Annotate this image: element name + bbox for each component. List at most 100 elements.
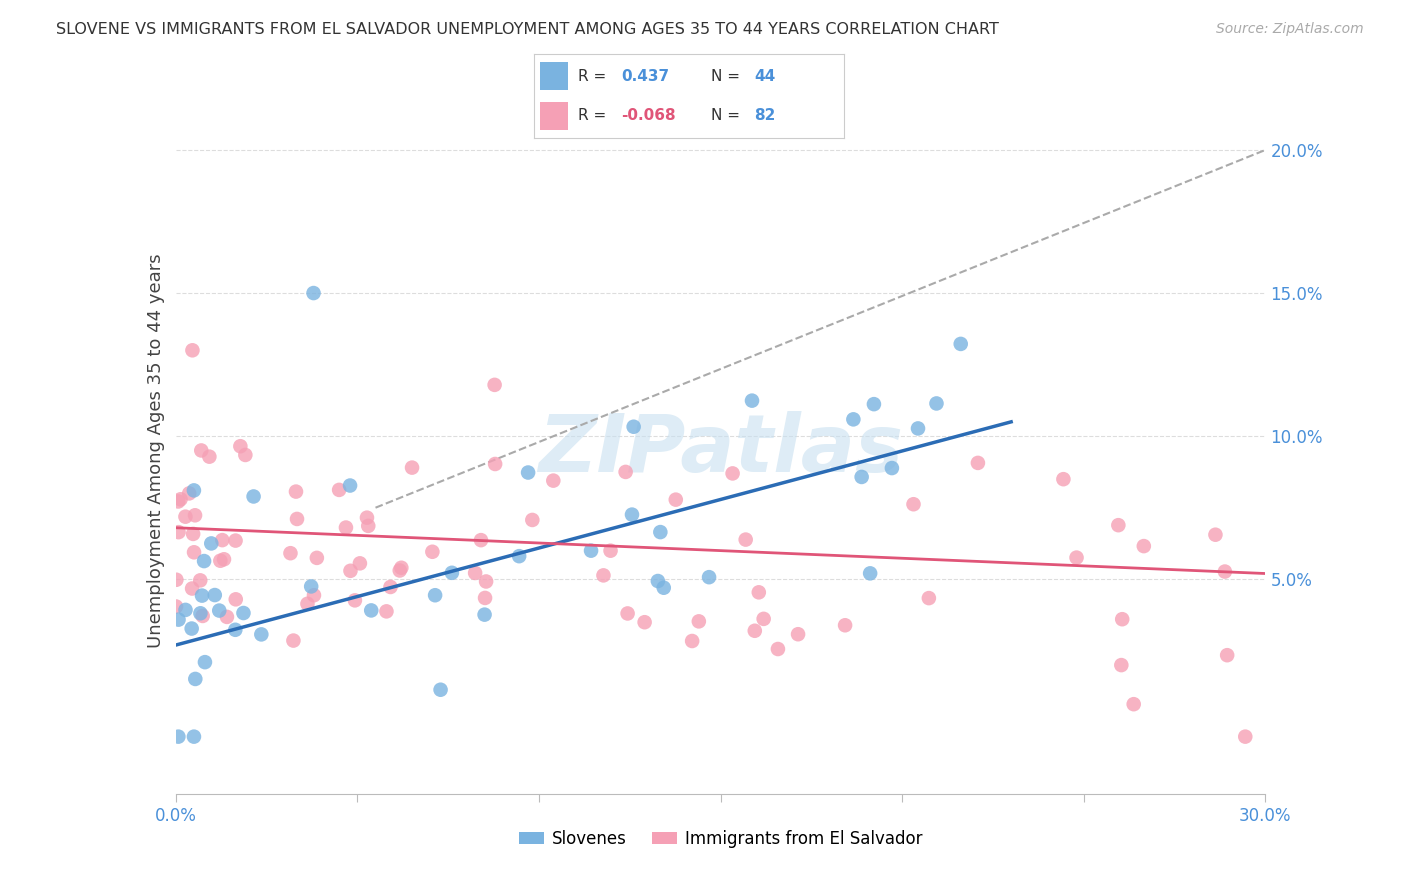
- Point: [229, 439, 252, 453]
- Point: [283, 633, 305, 648]
- Text: 44: 44: [754, 69, 775, 84]
- Point: [339, 564, 361, 578]
- Point: [380, 580, 402, 594]
- Point: [302, 286, 325, 301]
- FancyBboxPatch shape: [540, 62, 568, 90]
- Point: [464, 566, 486, 580]
- Point: [652, 581, 675, 595]
- Point: [623, 419, 645, 434]
- Point: [204, 588, 226, 602]
- Point: [1204, 527, 1226, 541]
- Point: [198, 450, 221, 464]
- Point: [174, 509, 197, 524]
- Point: [212, 552, 235, 566]
- Point: [181, 582, 204, 596]
- Point: [787, 627, 810, 641]
- Point: [1111, 658, 1133, 673]
- Point: [1052, 472, 1074, 486]
- Point: [285, 512, 308, 526]
- Point: [863, 397, 886, 411]
- Point: [339, 478, 361, 492]
- Point: [335, 520, 357, 534]
- Point: [1133, 539, 1156, 553]
- Point: [208, 603, 231, 617]
- Point: [907, 421, 929, 435]
- Point: [302, 588, 325, 602]
- Point: [349, 557, 371, 571]
- Point: [633, 615, 655, 630]
- Point: [650, 525, 672, 540]
- Text: Source: ZipAtlas.com: Source: ZipAtlas.com: [1216, 22, 1364, 37]
- Point: [925, 396, 948, 410]
- Point: [193, 554, 215, 568]
- Point: [225, 533, 247, 548]
- Point: [167, 494, 190, 508]
- Point: [903, 497, 925, 511]
- Text: ZIPatlas: ZIPatlas: [538, 411, 903, 490]
- Point: [484, 377, 506, 392]
- Point: [1213, 565, 1236, 579]
- Point: [752, 612, 775, 626]
- Point: [697, 570, 720, 584]
- Point: [1234, 730, 1257, 744]
- Point: [190, 607, 212, 621]
- Point: [423, 588, 446, 602]
- Point: [184, 508, 207, 523]
- Point: [880, 461, 903, 475]
- Point: [748, 585, 770, 599]
- Point: [1066, 550, 1088, 565]
- Point: [388, 564, 411, 578]
- Point: [721, 467, 744, 481]
- Point: [766, 642, 789, 657]
- Point: [242, 490, 264, 504]
- Point: [422, 545, 444, 559]
- Point: [474, 607, 496, 622]
- Point: [232, 606, 254, 620]
- Point: [474, 591, 496, 605]
- Point: [180, 622, 202, 636]
- Point: [647, 574, 669, 588]
- Point: [389, 561, 412, 575]
- Point: [1107, 518, 1129, 533]
- Point: [183, 545, 205, 559]
- FancyBboxPatch shape: [540, 102, 568, 130]
- Point: [859, 566, 882, 581]
- Point: [688, 615, 710, 629]
- Point: [356, 510, 378, 524]
- Legend: Slovenes, Immigrants from El Salvador: Slovenes, Immigrants from El Salvador: [512, 823, 929, 855]
- Point: [224, 623, 246, 637]
- Point: [1216, 648, 1239, 663]
- Point: [592, 568, 614, 582]
- Text: R =: R =: [578, 69, 606, 84]
- Point: [508, 549, 530, 564]
- Point: [475, 574, 498, 589]
- Point: [744, 624, 766, 638]
- Point: [184, 672, 207, 686]
- Point: [297, 597, 319, 611]
- Point: [167, 613, 190, 627]
- Point: [328, 483, 350, 497]
- Point: [834, 618, 856, 632]
- Point: [484, 457, 506, 471]
- Point: [181, 343, 204, 358]
- Point: [250, 627, 273, 641]
- Point: [734, 533, 756, 547]
- Point: [1122, 697, 1144, 711]
- Point: [194, 655, 217, 669]
- Point: [357, 519, 380, 533]
- Point: [285, 484, 308, 499]
- Point: [167, 730, 190, 744]
- Point: [918, 591, 941, 606]
- Point: [299, 579, 322, 593]
- Point: [167, 525, 190, 540]
- Point: [225, 592, 247, 607]
- Point: [305, 550, 328, 565]
- Point: [360, 603, 382, 617]
- Point: [579, 543, 602, 558]
- Point: [209, 554, 232, 568]
- Text: 82: 82: [754, 108, 775, 123]
- Point: [190, 443, 212, 458]
- Text: -0.068: -0.068: [621, 108, 675, 123]
- Text: N =: N =: [710, 69, 740, 84]
- Point: [200, 536, 222, 550]
